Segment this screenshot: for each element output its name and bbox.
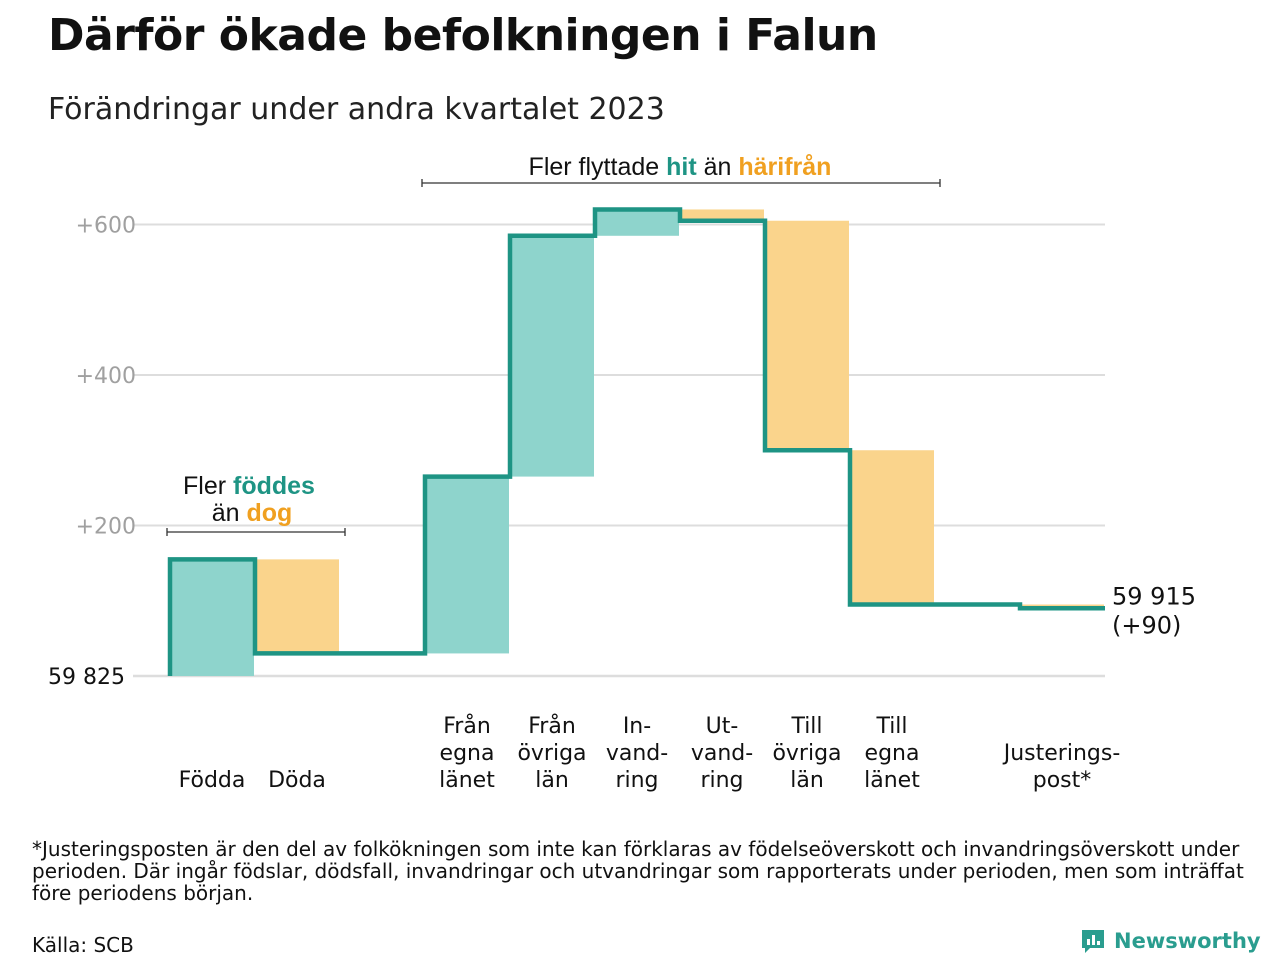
end-change-label: (+90) bbox=[1112, 611, 1181, 639]
step-line bbox=[167, 207, 1105, 676]
category-label: Från bbox=[443, 713, 491, 739]
bar bbox=[170, 559, 254, 676]
source-note: Källa: SCB bbox=[32, 933, 134, 957]
annotation-born-line2: än dog bbox=[212, 499, 293, 527]
category-label: In- bbox=[623, 714, 651, 739]
category-label: vand- bbox=[606, 741, 668, 766]
newsworthy-logo-icon bbox=[1082, 930, 1104, 953]
annotation-moved: Fler flyttade hit än härifrån bbox=[529, 153, 832, 181]
y-axis-labels: 59 825 +200 +400 +600 59 915(+90) bbox=[48, 214, 1196, 691]
end-value-label: 59 915 bbox=[1112, 582, 1196, 610]
bar bbox=[850, 450, 934, 605]
category-label: Till bbox=[790, 714, 822, 739]
category-label: Födda bbox=[179, 768, 246, 793]
category-label: Från bbox=[528, 713, 576, 739]
category-label: län bbox=[790, 768, 824, 793]
category-label: Justerings- bbox=[1002, 741, 1121, 766]
category-label: ring bbox=[615, 768, 658, 793]
category-label: län bbox=[535, 768, 569, 793]
category-label: vand- bbox=[691, 741, 753, 766]
cumulative-step-line bbox=[167, 207, 1105, 676]
bar bbox=[680, 209, 764, 221]
y-tick-label: +400 bbox=[76, 364, 136, 389]
category-label: Döda bbox=[268, 768, 326, 793]
chart-subtitle: Förändringar under andra kvartalet 2023 bbox=[48, 92, 665, 127]
category-label: Till bbox=[875, 714, 907, 739]
bars bbox=[170, 209, 1104, 676]
category-label: post* bbox=[1033, 768, 1092, 793]
category-label: egna bbox=[865, 741, 920, 766]
waterfall-chart: 59 825 +200 +400 +600 59 915(+90) Födda Döda F… bbox=[48, 153, 1196, 793]
bar bbox=[595, 209, 679, 236]
category-label: länet bbox=[864, 768, 920, 793]
bar bbox=[255, 559, 339, 654]
brand[interactable]: Newsworthy bbox=[1080, 928, 1261, 954]
bar bbox=[765, 220, 849, 451]
bracket-moved bbox=[421, 179, 941, 187]
category-label: övriga bbox=[517, 741, 586, 766]
start-value-label: 59 825 bbox=[48, 665, 125, 690]
brand-name: Newsworthy bbox=[1114, 929, 1261, 953]
category-label: ring bbox=[700, 768, 743, 793]
x-axis-labels: Födda DödaFrånegnalänetFrånövrigalänIn-va… bbox=[179, 713, 1121, 793]
category-label: övriga bbox=[772, 741, 841, 766]
category-label: egna bbox=[440, 741, 495, 766]
category-label: länet bbox=[439, 768, 495, 793]
bracket-born bbox=[166, 528, 346, 536]
bar bbox=[510, 235, 594, 477]
y-tick-label: +200 bbox=[76, 515, 136, 540]
bar bbox=[425, 476, 509, 654]
annotation-born-line1: Fler föddes bbox=[183, 472, 315, 500]
chart-title: Därför ökade befolkningen i Falun bbox=[48, 10, 878, 61]
category-label: Ut- bbox=[706, 714, 739, 739]
footnote: *Justeringsposten är den del av folkökni… bbox=[32, 837, 1244, 905]
y-tick-label: +600 bbox=[76, 214, 136, 239]
